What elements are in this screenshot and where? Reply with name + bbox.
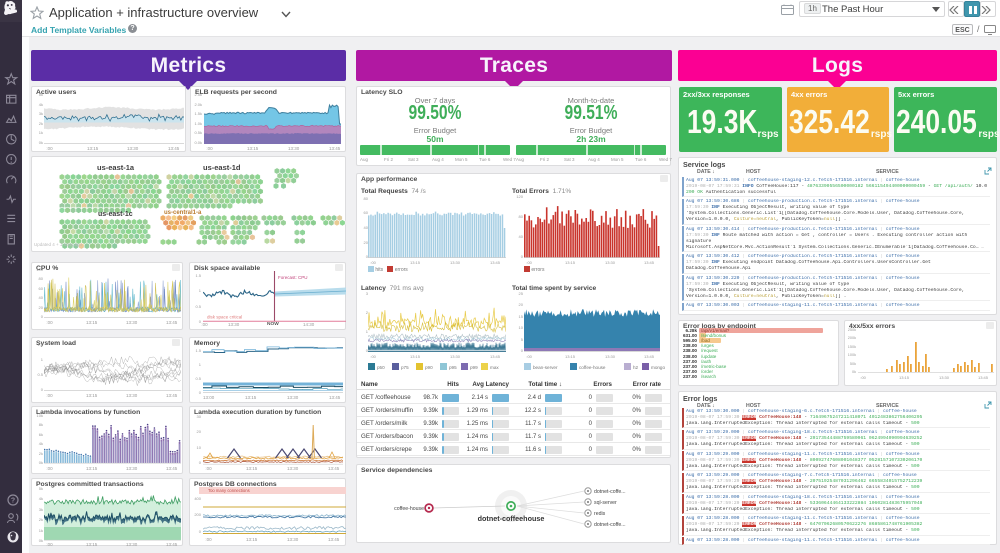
svg-text:redis: redis: [594, 511, 606, 517]
svg-text:coffee-house: coffee-house: [394, 506, 424, 512]
svg-text:us-central1-a: us-central1-a: [164, 210, 202, 216]
svg-text:?: ?: [11, 498, 15, 505]
svg-text:us-east-1d: us-east-1d: [203, 163, 241, 172]
svg-text:dotnet-coffe...: dotnet-coffe...: [594, 522, 626, 528]
svg-text:Forecast: CPU: Forecast: CPU: [278, 275, 308, 280]
svg-text:us-east-1c: us-east-1c: [98, 211, 133, 218]
svg-text:sql-server: sql-server: [594, 500, 617, 506]
svg-text:dotnet-coffeehouse: dotnet-coffeehouse: [478, 514, 545, 523]
svg-text:Updated 4 + 1 mins ago: Updated 4 + 1 mins ago: [34, 242, 82, 247]
svg-text:disk space critical: disk space critical: [207, 315, 242, 320]
svg-text:dotnet-coffe...: dotnet-coffe...: [594, 489, 626, 495]
svg-text:us-east-1a: us-east-1a: [97, 163, 135, 172]
